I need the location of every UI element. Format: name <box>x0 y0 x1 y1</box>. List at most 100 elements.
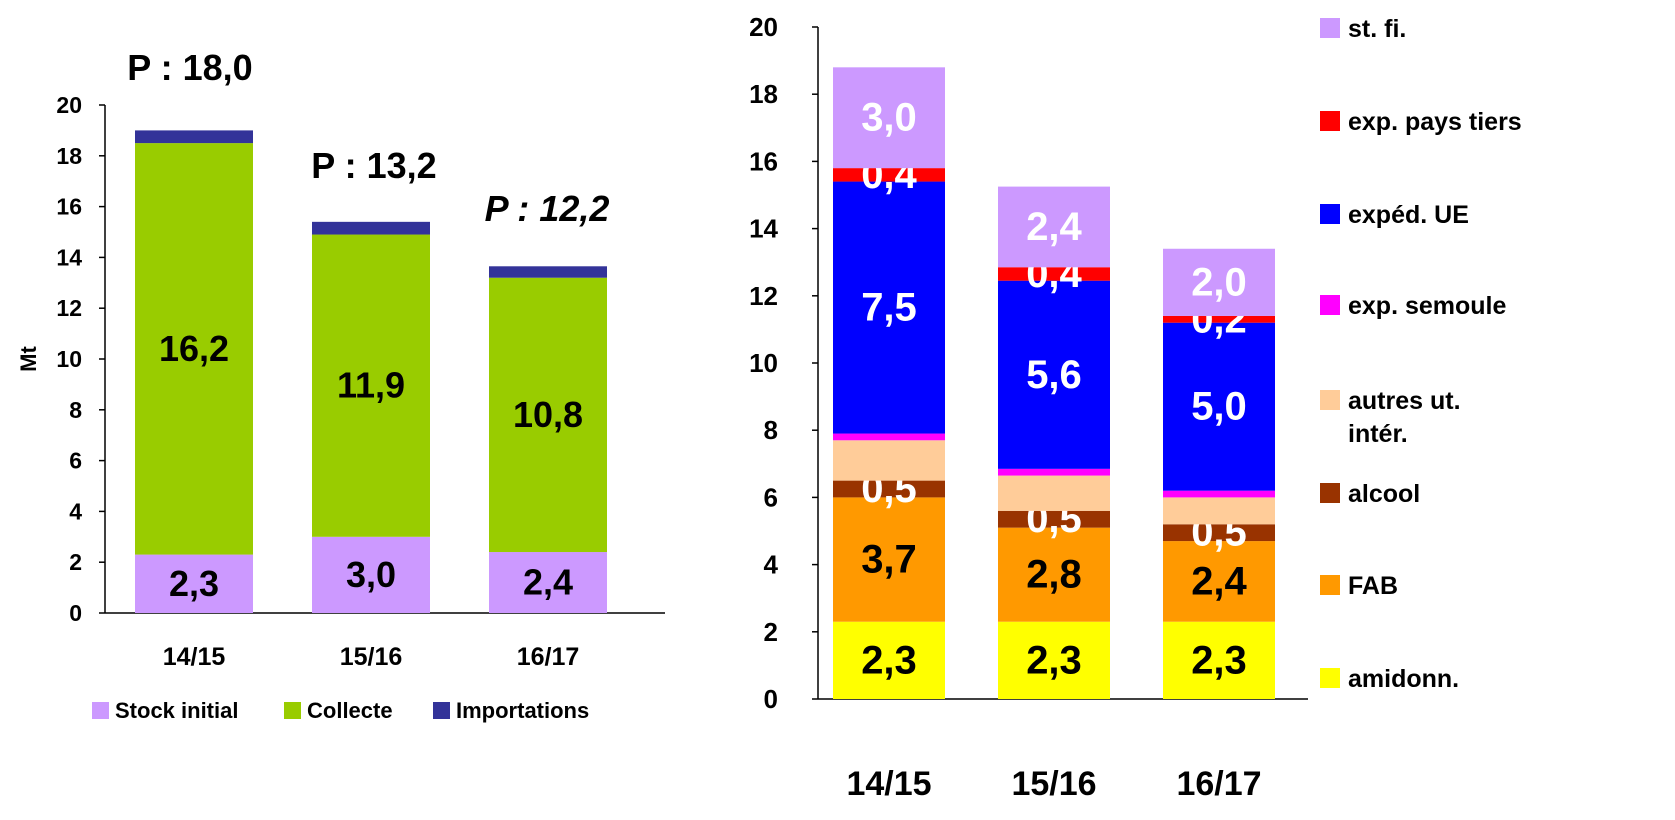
data-label: 2,3 <box>1026 638 1082 682</box>
legend-label-autres-ut-int-r: autres ut. intér. <box>1348 387 1461 448</box>
y-tick-label: 16 <box>749 146 778 176</box>
data-label: 2,3 <box>169 563 219 604</box>
legend-label-line: intér. <box>1348 420 1408 448</box>
data-label: 7,5 <box>861 286 917 330</box>
data-label: 5,0 <box>1191 385 1247 429</box>
x-tick-label: 15/16 <box>1011 765 1096 803</box>
legend-swatch-stock-initial <box>92 702 109 719</box>
data-label: 2,4 <box>523 562 573 603</box>
bar-segment-exp-d-ue <box>998 280 1110 469</box>
data-label: 2,0 <box>1191 260 1247 304</box>
legend-label-importations: Importations <box>456 698 589 723</box>
legend-swatch-importations <box>433 702 450 719</box>
y-tick-label: 12 <box>749 281 778 311</box>
y-tick-label: 6 <box>764 482 778 512</box>
bar-segment-autres-ut-int-r <box>998 475 1110 511</box>
y-tick-label: 8 <box>69 397 82 423</box>
data-label: 3,0 <box>346 554 396 595</box>
x-tick-label: 16/17 <box>517 643 580 671</box>
x-tick-label: 16/17 <box>1176 765 1261 803</box>
legend-label-exp-semoule: exp. semoule <box>1348 292 1506 320</box>
bar-segment-amidonn <box>998 621 1110 699</box>
bar-segment-fab <box>833 497 945 622</box>
legend-swatch-fab <box>1320 575 1340 595</box>
data-label: 5,6 <box>1026 353 1082 397</box>
bar-segment-collecte <box>489 277 607 553</box>
data-label: 2,4 <box>1026 205 1082 249</box>
bar-segment-alcool <box>998 510 1110 528</box>
y-tick-label: 18 <box>749 79 778 109</box>
bar-segment-exp-semoule <box>833 433 945 441</box>
data-label: 3,7 <box>861 538 917 582</box>
bar-segment-fab <box>1163 541 1275 622</box>
data-label: 2,8 <box>1026 553 1082 597</box>
legend-swatch-alcool <box>1320 483 1340 503</box>
y-tick-label: 10 <box>56 346 82 372</box>
y-tick-label: 6 <box>69 448 82 474</box>
chart-usage: 024681012141618202,33,70,57,50,43,014/15… <box>749 12 1522 803</box>
y-tick-label: 14 <box>749 214 778 244</box>
legend-swatch-collecte <box>284 702 301 719</box>
y-tick-label: 2 <box>69 549 82 575</box>
bar-segment-st-fi <box>998 186 1110 268</box>
bar-segment-autres-ut-int-r <box>833 440 945 481</box>
legend-swatch-exp-semoule <box>1320 295 1340 315</box>
data-label: 3,0 <box>861 96 917 140</box>
bar-segment-stock-initial <box>489 552 607 613</box>
y-tick-label: 4 <box>69 498 82 524</box>
legend-swatch-exp-d-ue <box>1320 204 1340 224</box>
x-tick-label: 14/15 <box>846 765 931 803</box>
y-tick-label: 0 <box>69 600 82 626</box>
bar-segment-importations <box>135 130 253 144</box>
y-tick-label: 14 <box>56 244 82 270</box>
legend-label-stock-initial: Stock initial <box>115 698 238 723</box>
y-tick-label: 18 <box>56 143 82 169</box>
y-tick-label: 0 <box>764 684 778 714</box>
bar-segment-alcool <box>833 480 945 498</box>
production-annotation: P : 12,2 <box>485 188 610 229</box>
data-label: 10,8 <box>513 394 583 435</box>
y-tick-label: 4 <box>764 550 779 580</box>
legend-label-amidonn: amidonn. <box>1348 665 1459 693</box>
chart-supply: 0 2 4 6 8 10 12 14 16 18 20 Mt 2,3 16,2 14/15 3,0 11,9 15… <box>16 47 665 723</box>
y-tick-label: 20 <box>749 12 778 42</box>
bar-segment-exp-d-ue <box>1163 322 1275 491</box>
bar-segment-stock-initial <box>312 536 430 613</box>
bar-segment-importations <box>312 221 430 235</box>
legend-swatch-st-fi <box>1320 18 1340 38</box>
legend-label-st-fi: st. fi. <box>1348 15 1406 43</box>
legend-swatch-autres-ut-int-r <box>1320 390 1340 410</box>
bar-segment-collecte <box>312 234 430 537</box>
production-annotation: P : 18,0 <box>127 47 252 88</box>
bar-segment-amidonn <box>1163 621 1275 699</box>
bar-segment-exp-pays-tiers <box>833 168 945 182</box>
legend-swatch-amidonn <box>1320 668 1340 688</box>
data-label: 2,3 <box>861 638 917 682</box>
y-tick-label: 12 <box>56 295 82 321</box>
data-label: 2,3 <box>1191 638 1247 682</box>
y-tick-label: 10 <box>749 348 778 378</box>
bar-segment-collecte <box>135 143 253 555</box>
bar-segment-amidonn <box>833 621 945 699</box>
x-tick-label: 14/15 <box>163 643 226 671</box>
bar-segment-exp-semoule <box>998 468 1110 476</box>
production-annotation: P : 13,2 <box>311 145 436 186</box>
data-label: 11,9 <box>337 365 405 406</box>
legend-label-exp-d-ue: expéd. UE <box>1348 201 1469 229</box>
legend-label-collecte: Collecte <box>307 698 393 723</box>
bar-segment-exp-d-ue <box>833 181 945 434</box>
bar-segment-importations <box>489 266 607 278</box>
y-tick-label: 2 <box>764 617 778 647</box>
legend-label-line: autres ut. <box>1348 387 1461 415</box>
bar-segment-stock-initial <box>135 554 253 613</box>
bar-segment-autres-ut-int-r <box>1163 497 1275 525</box>
bar-segment-st-fi <box>833 67 945 169</box>
legend-label-fab: FAB <box>1348 572 1398 600</box>
bar-segment-fab <box>998 527 1110 622</box>
legend-label-alcool: alcool <box>1348 480 1420 508</box>
y-tick-label: 16 <box>56 194 82 220</box>
legend-swatch-exp-pays-tiers <box>1320 111 1340 131</box>
legend-label-exp-pays-tiers: exp. pays tiers <box>1348 108 1522 136</box>
bar-segment-alcool <box>1163 524 1275 542</box>
data-label: 16,2 <box>159 328 229 369</box>
